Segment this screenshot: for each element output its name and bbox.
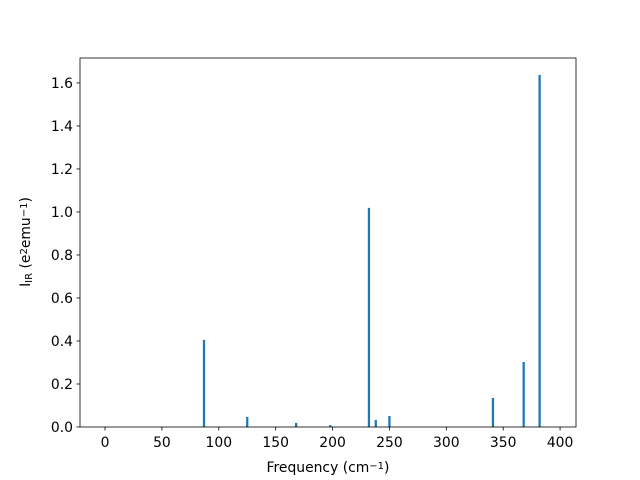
- x-tick-label: 100: [206, 435, 233, 451]
- ylabel-part: ): [18, 197, 34, 202]
- bar: [202, 339, 206, 427]
- y-tick-label: 1.4: [51, 119, 73, 135]
- ylabel-part: I: [18, 283, 34, 287]
- bar: [538, 74, 541, 427]
- ylabel-part: −1: [19, 203, 30, 218]
- x-axis-label: Frequency (cm−1): [267, 460, 390, 476]
- y-tick-label: 0.8: [51, 248, 73, 264]
- bar: [295, 422, 298, 427]
- x-tick-label: 400: [547, 435, 574, 451]
- x-tick-label: 150: [262, 435, 289, 451]
- ylabel-part: emu: [18, 217, 34, 248]
- xlabel-part: Frequency (cm: [267, 460, 370, 476]
- y-tick-label: 0.2: [51, 377, 73, 393]
- ylabel-part: 2: [19, 248, 30, 254]
- bar: [388, 416, 391, 427]
- bar: [374, 419, 377, 427]
- x-tick-label: 50: [153, 435, 171, 451]
- ylabel-part: (e: [18, 255, 34, 273]
- y-tick-label: 0.0: [51, 420, 73, 436]
- x-tick-label: 200: [319, 435, 346, 451]
- x-tick-label: 300: [433, 435, 460, 451]
- ylabel-part: IR: [24, 273, 35, 283]
- y-tick-label: 1.0: [51, 205, 73, 221]
- x-tick-label: 350: [490, 435, 517, 451]
- xlabel-part: −1: [369, 461, 384, 472]
- x-tick-label: 0: [101, 435, 110, 451]
- bar: [329, 425, 332, 427]
- x-tick-label: 250: [376, 435, 403, 451]
- bar: [491, 397, 495, 427]
- y-tick-label: 0.4: [51, 334, 73, 350]
- bar: [367, 207, 371, 427]
- xlabel-part: ): [384, 460, 389, 476]
- plot-frame: [79, 57, 577, 428]
- y-tick-label: 1.6: [51, 76, 73, 92]
- y-axis-label: IIR (e2emu−1): [18, 197, 35, 287]
- y-tick-label: 1.2: [51, 162, 73, 178]
- bar: [246, 416, 249, 427]
- y-tick-label: 0.6: [51, 291, 73, 307]
- bar: [522, 362, 525, 427]
